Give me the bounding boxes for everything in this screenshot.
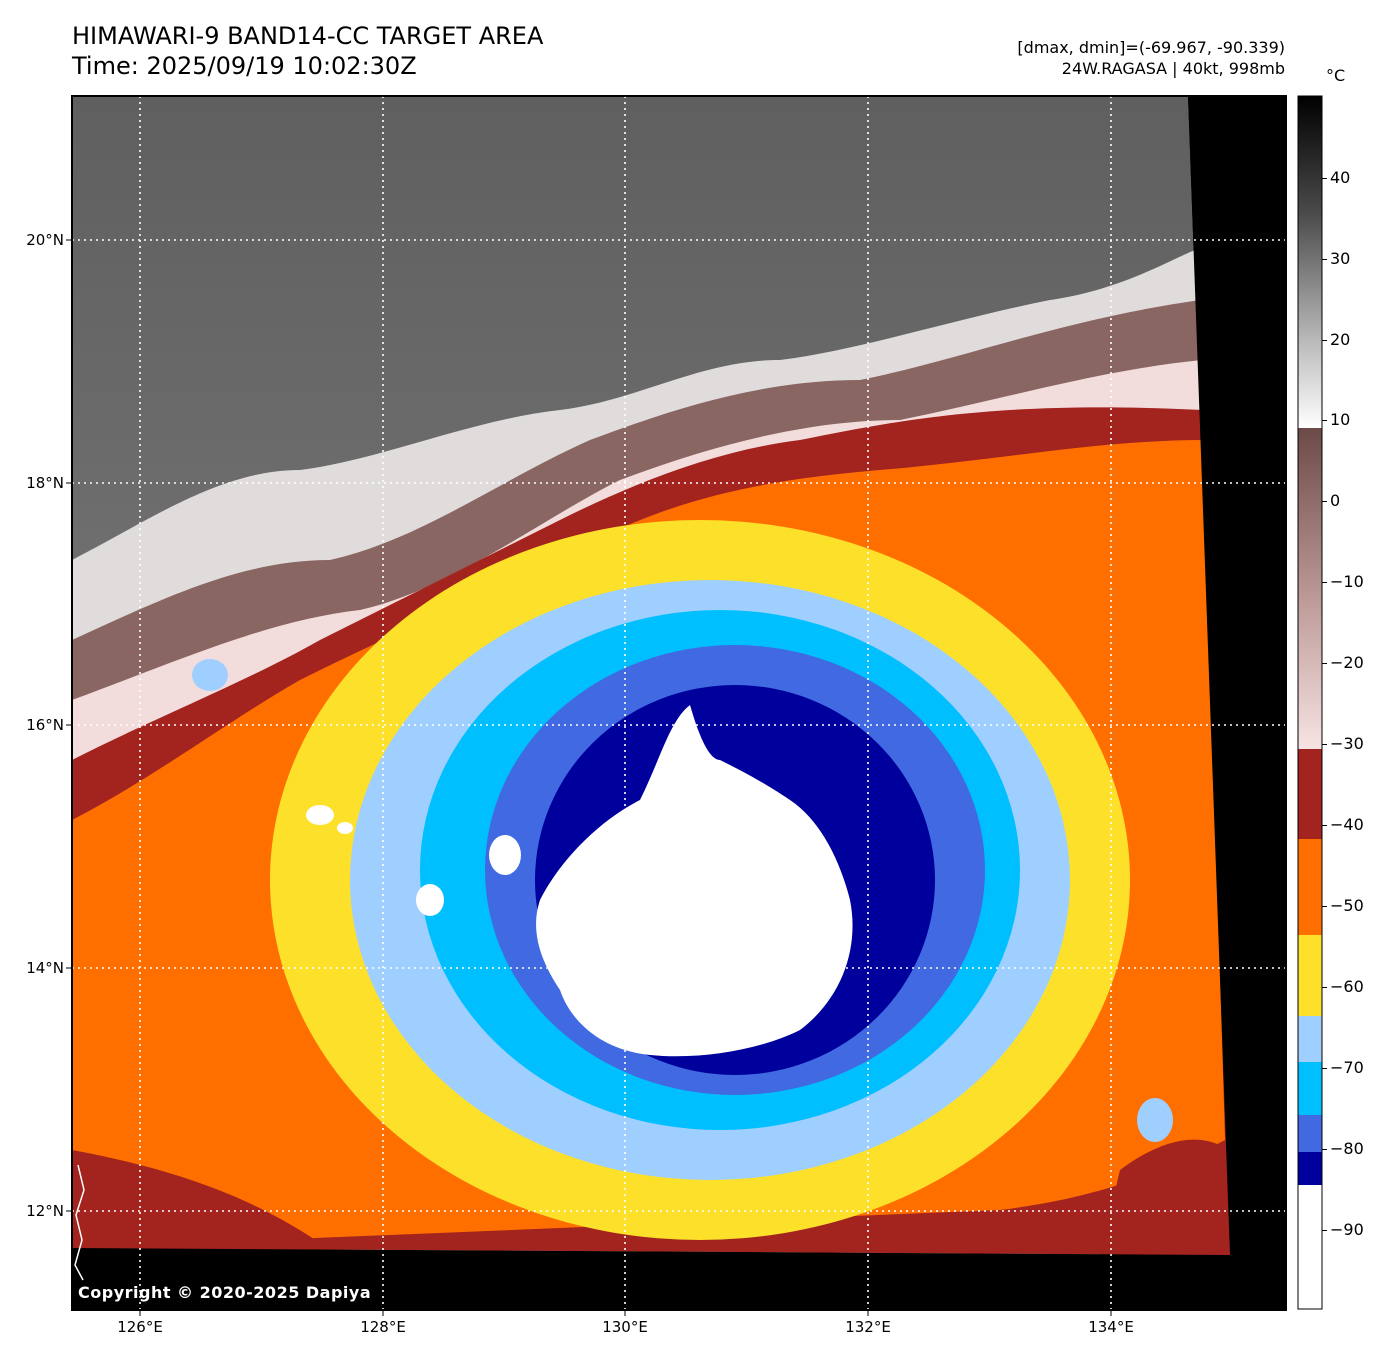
colorbar-tickmark: [1322, 906, 1327, 907]
colorbar: [1297, 95, 1323, 1310]
colorbar-tick-0: 0: [1330, 491, 1341, 510]
colorbar-tick-minus90: −90: [1330, 1220, 1364, 1239]
satellite-image: [72, 96, 1286, 1310]
colorbar-tickmark: [1322, 744, 1327, 745]
lat-label-14: 14°N: [26, 959, 64, 977]
colorbar-tick-40: 40: [1330, 168, 1351, 187]
colorbar-tick-30: 30: [1330, 249, 1351, 268]
colorbar-tick-minus70: −70: [1330, 1058, 1364, 1077]
colorbar-tick-20: 20: [1330, 330, 1351, 349]
copyright-text: Copyright © 2020-2025 Dapiya: [78, 1283, 372, 1302]
colorbar-tickmark: [1322, 825, 1327, 826]
colorbar-tickmark: [1322, 987, 1327, 988]
lon-label-134: 134°E: [1088, 1318, 1134, 1336]
colorbar-tickmark: [1322, 178, 1327, 179]
lat-label-16: 16°N: [26, 716, 64, 734]
colorbar-tick-minus40: −40: [1330, 815, 1364, 834]
colorbar-tick-10: 10: [1330, 410, 1351, 429]
colorbar-tick-minus50: −50: [1330, 896, 1364, 915]
colorbar-tickmark: [1322, 501, 1327, 502]
colorbar-tick-minus80: −80: [1330, 1139, 1364, 1158]
lon-label-126: 126°E: [117, 1318, 163, 1336]
colorbar-tickmark: [1322, 582, 1327, 583]
colorbar-tick-minus20: −20: [1330, 653, 1364, 672]
storm-info: 24W.RAGASA | 40kt, 998mb: [1061, 59, 1285, 78]
colorbar-tickmark: [1322, 420, 1327, 421]
colorbar-tickmark: [1322, 340, 1327, 341]
colorbar-tickmark: [1322, 1149, 1327, 1150]
lon-label-128: 128°E: [360, 1318, 406, 1336]
colorbar-tickmark: [1322, 1230, 1327, 1231]
lon-label-132: 132°E: [845, 1318, 891, 1336]
temperature-range: [dmax, dmin]=(-69.967, -90.339): [1017, 38, 1285, 57]
colorbar-tick-minus10: −10: [1330, 572, 1364, 591]
lat-label-18: 18°N: [26, 474, 64, 492]
colorbar-tickmark: [1322, 259, 1327, 260]
colorbar-tick-minus60: −60: [1330, 977, 1364, 996]
map-frame: [71, 95, 1287, 1311]
lon-label-130: 130°E: [602, 1318, 648, 1336]
lat-label-20: 20°N: [26, 231, 64, 249]
graticule: [72, 96, 1286, 1310]
colorbar-tickmark: [1322, 663, 1327, 664]
colorbar-tickmark: [1322, 1068, 1327, 1069]
lat-label-12: 12°N: [26, 1202, 64, 1220]
map-timestamp: Time: 2025/09/19 10:02:30Z: [72, 52, 417, 80]
coastline: [74, 1164, 85, 1281]
colorbar-tick-minus30: −30: [1330, 734, 1364, 753]
map-title: HIMAWARI-9 BAND14-CC TARGET AREA: [72, 22, 544, 50]
colorbar-unit: °C: [1326, 66, 1346, 85]
